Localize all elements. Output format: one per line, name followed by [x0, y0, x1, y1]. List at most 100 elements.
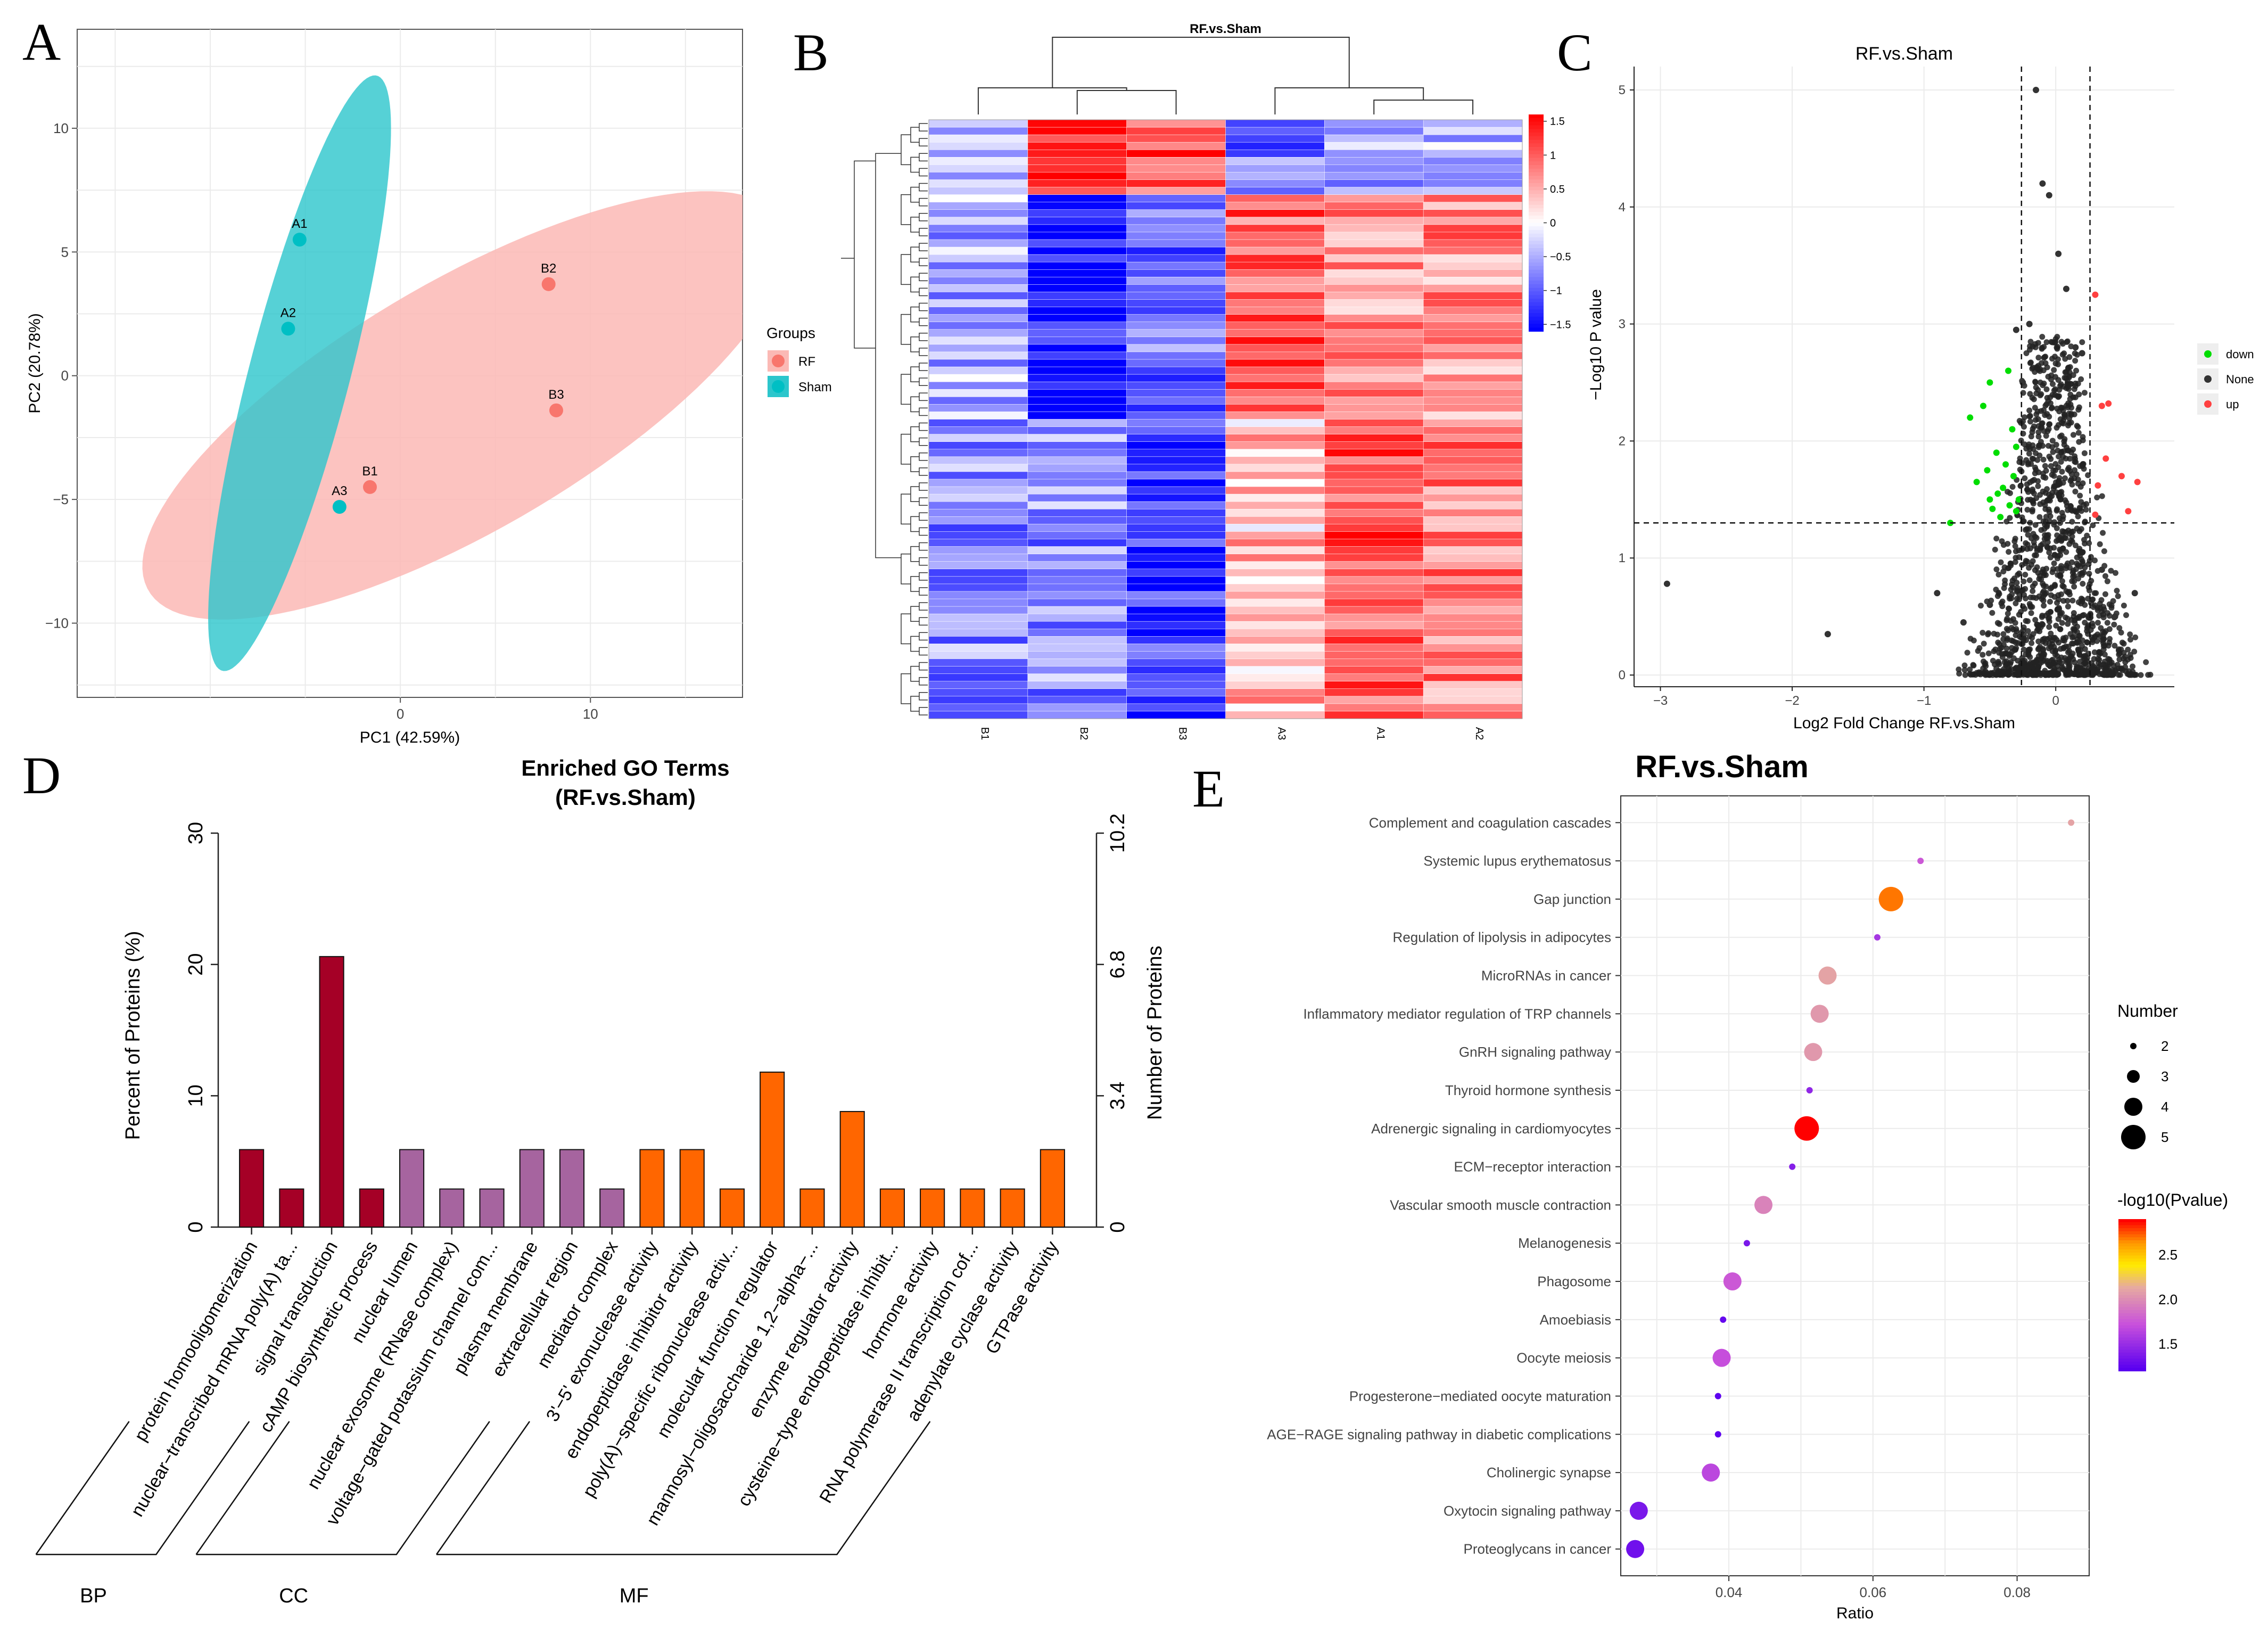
gene-point-none: [2082, 519, 2088, 525]
heatmap-cell: [1225, 336, 1325, 345]
gene-point-none: [1934, 590, 1941, 597]
gene-point-none: [2051, 560, 2057, 566]
heatmap-cell: [1126, 292, 1226, 300]
heatmap-cell: [1324, 366, 1424, 375]
colorbar-segment: [2118, 1325, 2146, 1329]
heatmap-cell: [1324, 711, 1424, 719]
gene-point-none: [2058, 458, 2064, 465]
heatmap-cell: [1324, 479, 1424, 487]
gene-point-none: [2111, 621, 2117, 628]
gene-point-none: [1995, 668, 2002, 674]
panel-letter-d: D: [22, 746, 61, 805]
gene-point-none: [2063, 369, 2069, 375]
gene-point-none: [2059, 620, 2065, 626]
heatmap-cell: [1126, 344, 1226, 352]
heatmap-cell: [1423, 187, 1523, 195]
heatmap-cell: [1126, 456, 1226, 465]
heatmap-cell: [1423, 344, 1523, 352]
gene-point-none: [2112, 643, 2118, 649]
gene-point-none: [2024, 546, 2031, 552]
colorbar-segment: [1529, 295, 1544, 299]
gene-point-none: [2053, 622, 2059, 629]
heatmap-cell: [1324, 344, 1424, 352]
heatmap-cell: [928, 486, 1028, 495]
heatmap-cell: [1027, 628, 1127, 637]
gene-point-none: [2063, 549, 2069, 555]
heatmap-cell: [1225, 351, 1325, 360]
gene-point-none: [2075, 476, 2081, 483]
dendro-leaf: [919, 437, 928, 446]
colorbar-segment: [1529, 262, 1544, 267]
gene-point-none: [2033, 552, 2040, 558]
gene-point-none: [2115, 593, 2121, 599]
heatmap-cell: [1423, 157, 1523, 166]
gene-point-none: [2043, 386, 2050, 392]
heatmap-cell: [1423, 501, 1523, 510]
colorbar-segment: [2118, 1304, 2146, 1308]
pathway-bubble: [1720, 1316, 1727, 1323]
heatmap-cell: [928, 576, 1028, 585]
gene-point-none: [2066, 415, 2073, 422]
pathway-label: AGE−RAGE signaling pathway in diabetic c…: [1267, 1426, 1611, 1442]
colorbar-segment: [2118, 1340, 2146, 1344]
group-bracket-bp: [35, 1421, 250, 1556]
gene-point-none: [2030, 588, 2036, 594]
heatmap-cell: [1225, 329, 1325, 338]
y2-tick-label: 6.8: [1107, 950, 1129, 978]
gene-point-down: [1984, 467, 1991, 474]
heatmap-cell: [1027, 613, 1127, 622]
gene-point-none: [2016, 671, 2022, 678]
heatmap-cell: [1126, 613, 1226, 622]
gene-point-none: [2032, 616, 2039, 623]
heatmap-cell: [1423, 359, 1523, 367]
dendro-branch: [910, 516, 919, 532]
heatmap-cell: [1225, 426, 1325, 435]
colorbar-label: 1.5: [1550, 116, 1565, 128]
colorbar-segment: [1529, 248, 1544, 252]
colorbar-segment: [2118, 1298, 2146, 1302]
panel-letter-e: E: [1192, 759, 1225, 818]
go-bar: [519, 1149, 545, 1228]
gene-point-none: [2085, 585, 2092, 591]
heatmap-cell: [1324, 246, 1424, 255]
gene-point-none: [2078, 508, 2084, 514]
gene-point-none: [1993, 536, 2000, 542]
heatmap-cell: [1423, 539, 1523, 547]
gene-point-none: [1974, 670, 1980, 676]
gene-point-none: [1962, 672, 1968, 678]
size-legend-dot: [2121, 1125, 2146, 1149]
heatmap-cell: [1027, 149, 1127, 158]
heatmap-cell: [1324, 142, 1424, 151]
colorbar-segment: [1529, 125, 1544, 130]
heatmap-cell: [1423, 381, 1523, 390]
gene-point-none: [2058, 489, 2065, 495]
heatmap-cell: [1423, 569, 1523, 577]
heatmap-cell: [928, 696, 1028, 704]
heatmap-cell: [1225, 412, 1325, 420]
heatmap-cell: [1324, 419, 1424, 427]
gene-point-none: [2011, 538, 2018, 545]
gene-point-none: [2034, 457, 2041, 463]
heatmap-cell: [1423, 179, 1523, 188]
heatmap-cell: [1126, 703, 1226, 712]
heatmap-cell: [1324, 292, 1424, 300]
gene-point-none: [2030, 531, 2036, 537]
heatmap-cell: [1027, 284, 1127, 293]
size-legend-dot: [2127, 1070, 2140, 1083]
gene-point-none: [2032, 417, 2039, 423]
colorbar-segment: [2118, 1355, 2146, 1360]
heatmap-cell: [928, 254, 1028, 262]
panel-letter-c: C: [1557, 23, 1593, 82]
heatmap-cell: [1423, 374, 1523, 382]
heatmap-cell: [1423, 127, 1523, 135]
gene-point-none: [2035, 386, 2041, 393]
gene-point-none: [2012, 543, 2018, 549]
group-label-bp: BP: [80, 1585, 107, 1607]
gene-point-none: [2031, 542, 2038, 549]
gene-point-none: [2050, 449, 2056, 455]
gene-point-none: [2043, 339, 2050, 346]
heatmap-cell: [928, 261, 1028, 270]
heatmap-cell: [1126, 127, 1226, 135]
gene-point-none: [2032, 567, 2038, 573]
heatmap-cell: [1324, 659, 1424, 667]
